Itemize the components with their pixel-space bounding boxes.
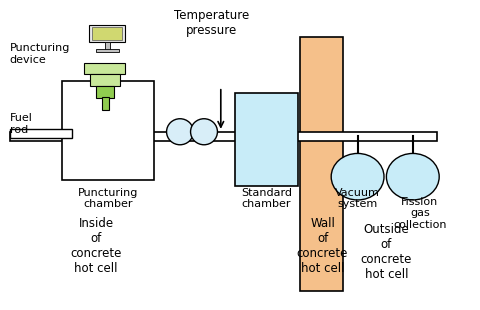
Ellipse shape bbox=[167, 119, 193, 145]
FancyBboxPatch shape bbox=[89, 25, 125, 42]
Text: Puncturing
device: Puncturing device bbox=[10, 43, 70, 65]
FancyBboxPatch shape bbox=[90, 74, 120, 86]
FancyBboxPatch shape bbox=[10, 132, 437, 141]
FancyBboxPatch shape bbox=[96, 49, 119, 52]
FancyBboxPatch shape bbox=[96, 86, 114, 98]
FancyBboxPatch shape bbox=[102, 97, 109, 110]
Text: Fission
gas
collection: Fission gas collection bbox=[393, 197, 447, 230]
Ellipse shape bbox=[386, 153, 439, 200]
Ellipse shape bbox=[191, 119, 217, 145]
FancyBboxPatch shape bbox=[10, 129, 72, 138]
Ellipse shape bbox=[331, 153, 384, 200]
FancyBboxPatch shape bbox=[105, 42, 110, 50]
Text: Outside
of
concrete
hot cell: Outside of concrete hot cell bbox=[360, 223, 412, 281]
Text: Wall
of
concrete
hot cell: Wall of concrete hot cell bbox=[297, 217, 348, 275]
Text: Puncturing
chamber: Puncturing chamber bbox=[78, 188, 138, 209]
Text: Vacuum
system: Vacuum system bbox=[335, 188, 380, 209]
FancyBboxPatch shape bbox=[62, 81, 154, 180]
FancyBboxPatch shape bbox=[300, 37, 343, 291]
FancyBboxPatch shape bbox=[235, 93, 298, 186]
FancyBboxPatch shape bbox=[92, 27, 122, 40]
Text: Inside
of
concrete
hot cell: Inside of concrete hot cell bbox=[70, 217, 122, 275]
FancyBboxPatch shape bbox=[84, 63, 125, 74]
Text: Standard
chamber: Standard chamber bbox=[241, 188, 292, 209]
Text: Temperature
pressure: Temperature pressure bbox=[174, 9, 249, 37]
Text: Fuel
rod: Fuel rod bbox=[10, 113, 33, 135]
